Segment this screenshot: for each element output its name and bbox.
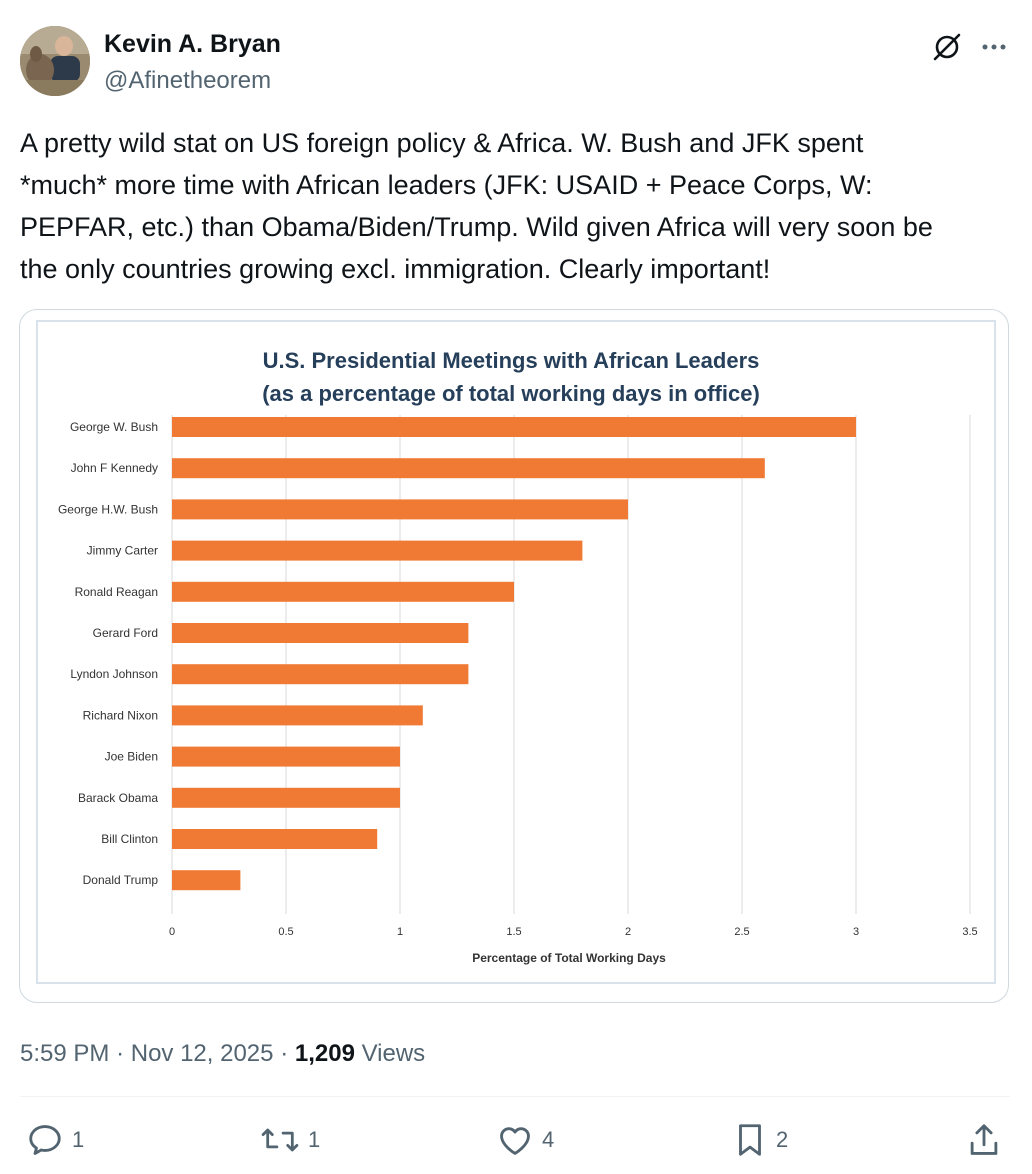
bar bbox=[172, 705, 423, 726]
x-tick-labels: 0 0.5 1 1.5 2 2.5 3 3.5 bbox=[169, 926, 978, 938]
category-label: George W. Bush bbox=[70, 420, 158, 434]
post-text: A pretty wild stat on US foreign policy … bbox=[20, 122, 1020, 290]
post-meta: 5:59 PM · Nov 12, 2025 · 1,209 Views bbox=[20, 1040, 425, 1068]
bar bbox=[172, 787, 400, 808]
bar bbox=[172, 417, 856, 437]
category-label: George H.W. Bush bbox=[58, 502, 158, 516]
post-date[interactable]: Nov 12, 2025 bbox=[130, 1040, 274, 1067]
category-label: Lyndon Johnson bbox=[70, 667, 158, 681]
chart-subtitle: (as a percentage of total working days i… bbox=[262, 381, 760, 406]
grok-icon[interactable] bbox=[930, 30, 964, 64]
more-icon[interactable] bbox=[977, 30, 1011, 64]
repost-button[interactable]: 1 bbox=[260, 1120, 320, 1160]
category-label: Gerard Ford bbox=[93, 626, 158, 640]
x-tick-label: 2 bbox=[625, 926, 631, 938]
x-axis-label: Percentage of Total Working Days bbox=[472, 951, 666, 965]
x-tick-label: 0.5 bbox=[278, 926, 293, 938]
bars bbox=[172, 417, 856, 891]
category-labels: George W. Bush John F Kennedy George H.W. … bbox=[58, 420, 158, 887]
x-tick-label: 3.5 bbox=[962, 926, 977, 938]
repost-count: 1 bbox=[308, 1127, 321, 1152]
post-time[interactable]: 5:59 PM bbox=[20, 1040, 110, 1067]
repost-icon bbox=[261, 1128, 299, 1152]
chart-image: U.S. Presidential Meetings with African … bbox=[36, 320, 996, 984]
post-text-line: the only countries growing excl. immigra… bbox=[20, 254, 771, 284]
reply-icon bbox=[29, 1125, 61, 1155]
category-label: John F Kennedy bbox=[71, 461, 158, 475]
bookmark-icon bbox=[739, 1124, 761, 1156]
avatar-photo bbox=[20, 26, 90, 96]
category-label: Jimmy Carter bbox=[87, 544, 158, 558]
reply-count: 1 bbox=[72, 1127, 85, 1152]
bookmark-button[interactable]: 2 bbox=[732, 1120, 788, 1160]
post-text-line: *much* more time with African leaders (J… bbox=[20, 170, 873, 200]
category-label: Ronald Reagan bbox=[75, 585, 158, 599]
bar bbox=[172, 581, 514, 602]
avatar[interactable] bbox=[20, 26, 90, 96]
bar bbox=[172, 499, 628, 520]
bar-chart: U.S. Presidential Meetings with African … bbox=[58, 348, 978, 965]
share-icon bbox=[970, 1124, 998, 1155]
views-count: 1,209 bbox=[294, 1040, 355, 1067]
x-tick-label: 3 bbox=[853, 926, 859, 938]
meta-separator: · bbox=[116, 1040, 125, 1067]
category-label: Richard Nixon bbox=[83, 708, 158, 722]
bar bbox=[172, 458, 765, 479]
post-text-line: PEPFAR, etc.) than Obama/Biden/Trump. Wi… bbox=[20, 212, 933, 242]
bookmark-count: 2 bbox=[776, 1127, 789, 1152]
author-handle[interactable]: @Afinetheorem bbox=[104, 67, 272, 94]
post-media[interactable]: U.S. Presidential Meetings with African … bbox=[19, 309, 1009, 1003]
category-label: Donald Trump bbox=[83, 873, 159, 887]
meta-separator: · bbox=[280, 1040, 289, 1067]
chart-title: U.S. Presidential Meetings with African … bbox=[263, 348, 760, 373]
like-icon bbox=[500, 1127, 530, 1155]
post-text-line: A pretty wild stat on US foreign policy … bbox=[20, 128, 864, 158]
bar bbox=[172, 664, 469, 685]
category-label: Bill Clinton bbox=[101, 832, 158, 846]
bar bbox=[172, 829, 378, 849]
category-label: Barack Obama bbox=[78, 791, 158, 805]
bar bbox=[172, 540, 583, 561]
x-tick-label: 2.5 bbox=[734, 926, 749, 938]
like-button[interactable]: 4 bbox=[496, 1120, 554, 1160]
divider bbox=[20, 1096, 1010, 1097]
bar bbox=[172, 746, 400, 767]
x-tick-label: 1 bbox=[397, 926, 403, 938]
bar bbox=[172, 623, 469, 643]
reply-button[interactable]: 1 bbox=[26, 1120, 84, 1160]
like-count: 4 bbox=[542, 1127, 555, 1152]
share-button[interactable] bbox=[966, 1120, 1002, 1160]
category-label: Joe Biden bbox=[105, 750, 158, 764]
bar bbox=[172, 870, 241, 891]
author-name[interactable]: Kevin A. Bryan bbox=[104, 30, 281, 58]
x-tick-label: 1.5 bbox=[506, 926, 521, 938]
x-tick-label: 0 bbox=[169, 926, 175, 938]
views-label: Views bbox=[361, 1040, 426, 1067]
